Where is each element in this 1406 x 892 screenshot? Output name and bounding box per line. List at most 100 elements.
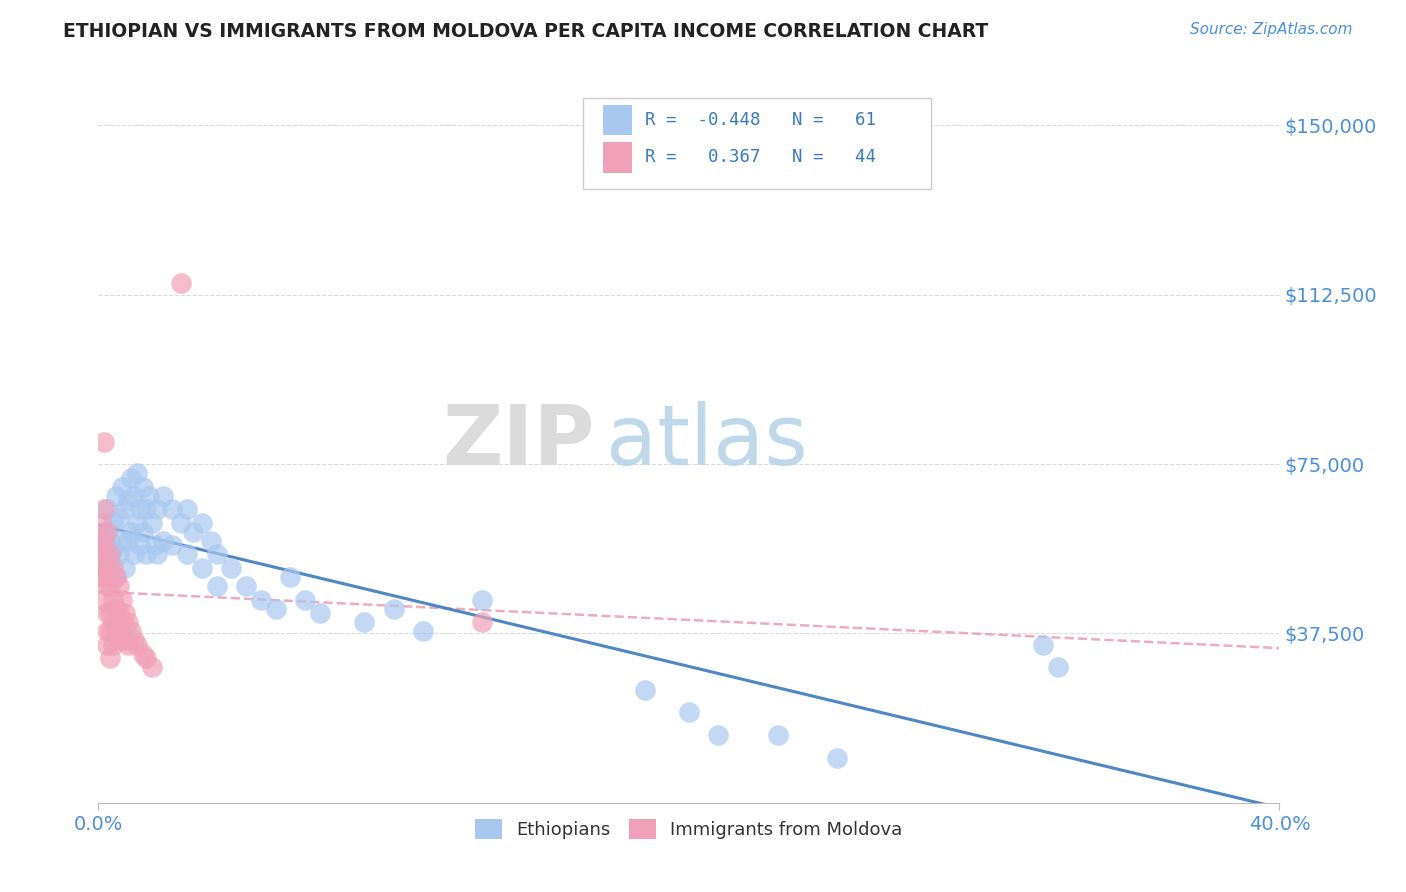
Point <box>825 750 848 764</box>
Point <box>125 516 148 530</box>
Point <box>128 502 150 516</box>
Point <box>152 533 174 548</box>
Bar <box>603 105 633 136</box>
Point <box>146 502 169 516</box>
Point <box>141 516 163 530</box>
Point <box>96 638 118 652</box>
Legend: Ethiopians, Immigrants from Moldova: Ethiopians, Immigrants from Moldova <box>467 810 911 848</box>
Point <box>135 502 157 516</box>
Point <box>280 570 302 584</box>
Point <box>1032 638 1054 652</box>
Point <box>105 570 128 584</box>
Point <box>103 592 125 607</box>
Point <box>1046 660 1070 674</box>
Point <box>96 561 118 575</box>
Point <box>93 592 115 607</box>
Point <box>90 538 112 552</box>
Point <box>170 277 193 291</box>
Text: R =  -0.448   N =   61: R = -0.448 N = 61 <box>645 111 876 129</box>
Text: R =   0.367   N =   44: R = 0.367 N = 44 <box>645 148 876 167</box>
Point <box>93 434 115 449</box>
Point <box>678 706 700 720</box>
Point <box>117 533 139 548</box>
Point <box>146 548 169 562</box>
Point <box>103 638 125 652</box>
Point <box>103 542 125 557</box>
Point <box>221 561 243 575</box>
Point <box>294 592 316 607</box>
Point <box>152 489 174 503</box>
Point <box>90 557 112 571</box>
Point <box>766 728 789 742</box>
Point <box>122 548 145 562</box>
Point <box>108 511 131 525</box>
Point <box>114 606 136 620</box>
Point <box>135 548 157 562</box>
FancyBboxPatch shape <box>582 98 931 189</box>
Point <box>143 538 166 552</box>
Point <box>108 606 131 620</box>
Point <box>200 533 222 548</box>
Point <box>90 516 112 530</box>
Point <box>117 493 139 508</box>
Point <box>103 561 125 575</box>
Point <box>93 548 115 562</box>
Point <box>93 561 115 575</box>
Text: Source: ZipAtlas.com: Source: ZipAtlas.com <box>1189 22 1353 37</box>
Point <box>382 601 405 615</box>
Point <box>250 592 273 607</box>
Point <box>108 579 131 593</box>
Point <box>162 538 183 552</box>
Point <box>114 561 136 575</box>
Point <box>353 615 375 630</box>
Bar <box>603 142 633 172</box>
Point <box>191 561 214 575</box>
Point <box>114 502 136 516</box>
Point <box>412 624 434 639</box>
Point <box>205 579 228 593</box>
Point <box>132 480 155 494</box>
Point <box>120 624 142 639</box>
Point <box>98 624 121 639</box>
Point <box>117 615 139 630</box>
Point <box>105 570 128 584</box>
Point <box>98 651 121 665</box>
Point <box>93 570 115 584</box>
Point <box>471 592 494 607</box>
Point <box>128 538 150 552</box>
Point <box>103 615 125 630</box>
Point <box>191 516 214 530</box>
Point <box>96 624 118 639</box>
Point <box>105 489 128 503</box>
Point <box>93 502 115 516</box>
Point <box>98 579 121 593</box>
Point <box>111 592 134 607</box>
Point <box>103 516 125 530</box>
Point <box>98 533 121 548</box>
Text: ETHIOPIAN VS IMMIGRANTS FROM MOLDOVA PER CAPITA INCOME CORRELATION CHART: ETHIOPIAN VS IMMIGRANTS FROM MOLDOVA PER… <box>63 22 988 41</box>
Point <box>205 548 228 562</box>
Point <box>162 502 183 516</box>
Point <box>117 638 139 652</box>
Point <box>90 538 112 552</box>
Point <box>105 624 128 639</box>
Point <box>135 651 157 665</box>
Point <box>235 579 257 593</box>
Point <box>108 633 131 648</box>
Point <box>96 502 118 516</box>
Point <box>96 524 118 539</box>
Point <box>634 682 657 697</box>
Point <box>125 466 148 480</box>
Point <box>707 728 730 742</box>
Point <box>108 548 131 562</box>
Text: atlas: atlas <box>606 401 808 482</box>
Point <box>120 524 142 539</box>
Point <box>264 601 287 615</box>
Point <box>125 638 148 652</box>
Point <box>471 615 494 630</box>
Point <box>114 633 136 648</box>
Point <box>111 615 134 630</box>
Point <box>111 533 134 548</box>
Point <box>96 579 118 593</box>
Point <box>176 548 198 562</box>
